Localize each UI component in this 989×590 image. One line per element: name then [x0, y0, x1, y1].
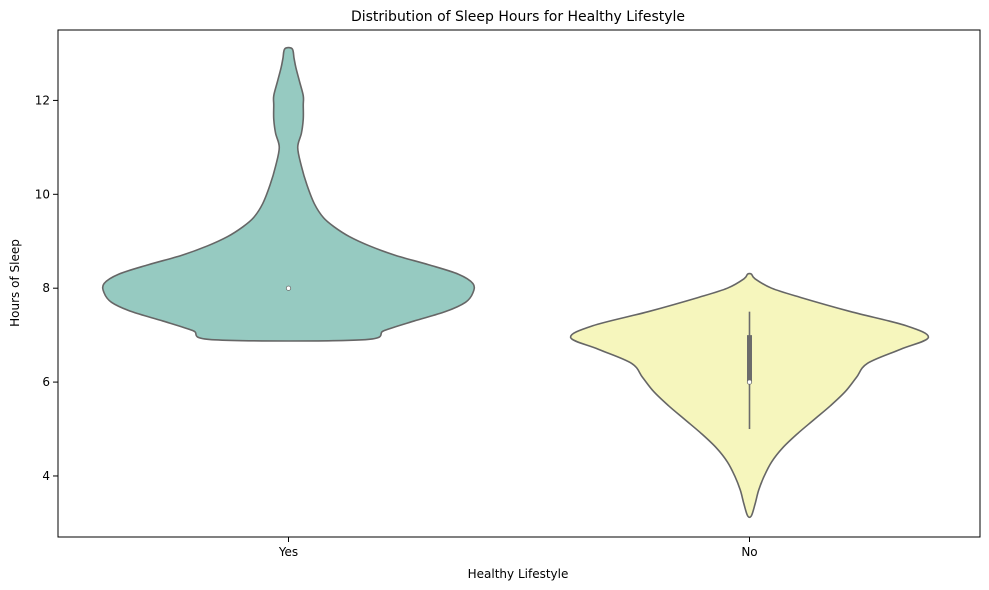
- x-tick-label: Yes: [278, 545, 298, 559]
- y-tick-label: 8: [42, 281, 50, 295]
- plot-frame: [57, 29, 981, 538]
- y-tick-label: 6: [42, 375, 50, 389]
- y-tick-label: 10: [35, 187, 50, 201]
- median-point: [746, 379, 753, 385]
- x-axis-label: Healthy Lifestyle: [468, 567, 569, 581]
- median-point: [285, 285, 292, 291]
- iqr-box: [747, 335, 752, 383]
- y-tick-label: 4: [42, 469, 50, 483]
- violin-layer: [101, 46, 930, 519]
- x-axis: Yes No: [278, 537, 758, 559]
- chart-title: Distribution of Sleep Hours for Healthy …: [351, 9, 685, 25]
- y-tick-label: 12: [35, 93, 50, 107]
- y-axis-label: Hours of Sleep: [8, 239, 22, 327]
- y-axis: 4 6 8 10 12: [35, 93, 58, 483]
- inner-box-layer: [285, 285, 753, 430]
- violin-yes: [101, 46, 476, 342]
- x-tick-label: No: [741, 545, 757, 559]
